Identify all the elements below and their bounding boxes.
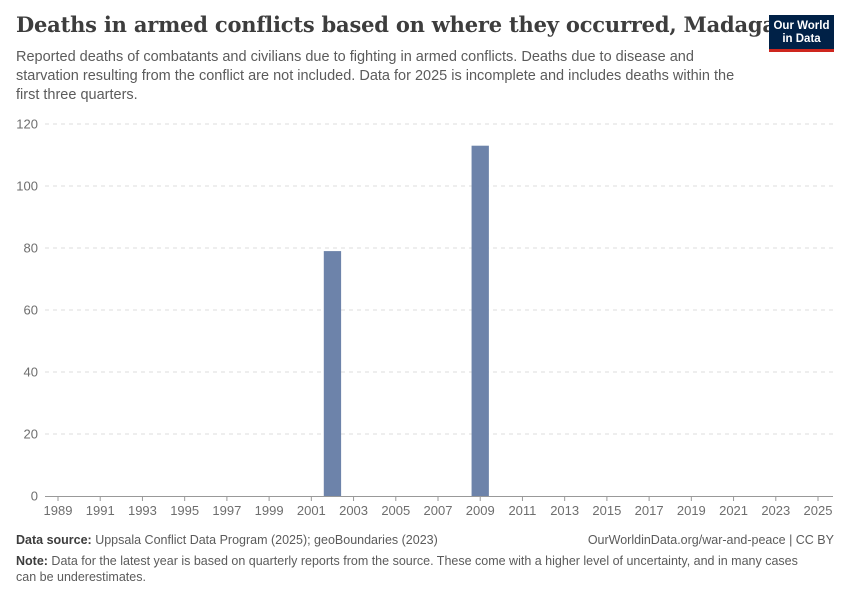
logo-line-1: Our World bbox=[773, 20, 830, 32]
note-text: Data for the latest year is based on qua… bbox=[16, 554, 798, 584]
y-tick-label-20: 20 bbox=[24, 427, 38, 442]
x-tick-label-2015: 2015 bbox=[592, 503, 621, 518]
data-source: Data source: Uppsala Conflict Data Progr… bbox=[16, 533, 834, 547]
owid-logo[interactable]: Our World in Data bbox=[769, 15, 834, 52]
x-tick-label-2021: 2021 bbox=[719, 503, 748, 518]
source-label: Data source: bbox=[16, 533, 92, 547]
x-tick-label-1989: 1989 bbox=[44, 503, 73, 518]
license-link[interactable]: OurWorldinData.org/war-and-peace | CC BY bbox=[587, 533, 834, 547]
x-tick-label-2003: 2003 bbox=[339, 503, 368, 518]
x-tick-label-1997: 1997 bbox=[212, 503, 241, 518]
note-label: Note: bbox=[16, 554, 48, 568]
y-tick-label-60: 60 bbox=[24, 303, 38, 318]
source-text: Uppsala Conflict Data Program (2025); ge… bbox=[91, 533, 438, 547]
y-tick-label-120: 120 bbox=[16, 117, 38, 132]
x-tick-label-2017: 2017 bbox=[635, 503, 664, 518]
y-tick-label-80: 80 bbox=[24, 241, 38, 256]
x-tick-label-2019: 2019 bbox=[677, 503, 706, 518]
bar-2009 bbox=[471, 145, 489, 496]
x-tick-label-2013: 2013 bbox=[550, 503, 579, 518]
logo-line-2: in Data bbox=[782, 33, 821, 45]
chart-note: Note: Data for the latest year is based … bbox=[16, 553, 816, 585]
chart-title: Deaths in armed conflicts based on where… bbox=[16, 12, 825, 37]
bars bbox=[323, 145, 489, 496]
y-tick-label-0: 0 bbox=[31, 489, 38, 504]
x-tick-label-2023: 2023 bbox=[761, 503, 790, 518]
x-axis: 1989 1991 1993 1995 1997 1999 2001 2003 2005 2007… bbox=[44, 496, 833, 518]
x-tick-label-2025: 2025 bbox=[804, 503, 833, 518]
x-tick-label-2009: 2009 bbox=[466, 503, 495, 518]
y-tick-label-100: 100 bbox=[16, 179, 38, 194]
chart-subtitle: Reported deaths of combatants and civili… bbox=[16, 49, 735, 103]
y-tick-label-40: 40 bbox=[24, 365, 38, 380]
x-tick-label-1995: 1995 bbox=[170, 503, 199, 518]
bar-chart: 0 20 40 60 80 100 120 1989 1991 1993 1995 1997 1999… bbox=[16, 117, 833, 518]
x-tick-label-2001: 2001 bbox=[297, 503, 326, 518]
bar-2002 bbox=[323, 251, 342, 496]
x-tick-label-2007: 2007 bbox=[424, 503, 453, 518]
x-tick-label-1999: 1999 bbox=[255, 503, 284, 518]
x-tick-label-2011: 2011 bbox=[508, 503, 536, 518]
grid-lines bbox=[45, 123, 833, 435]
x-tick-label-1991: 1991 bbox=[86, 503, 115, 518]
x-tick-label-2005: 2005 bbox=[381, 503, 410, 518]
x-tick-label-1993: 1993 bbox=[128, 503, 157, 518]
y-axis-tick-labels: 0 20 40 60 80 100 120 bbox=[16, 117, 38, 504]
